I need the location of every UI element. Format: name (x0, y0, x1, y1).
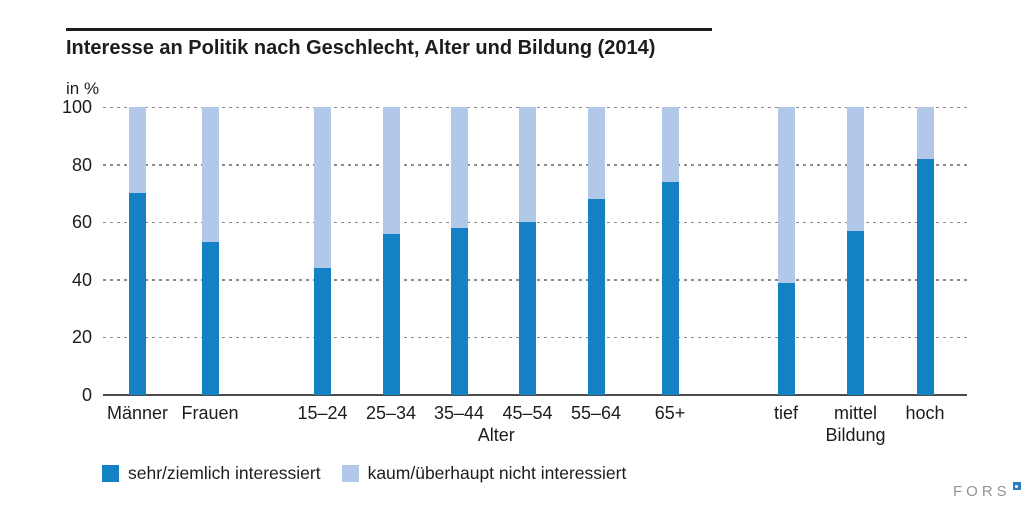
bar-segment-interested (661, 181, 679, 395)
x-tick-label-Frauen: Frauen (181, 403, 239, 423)
bar-segment-interested (587, 199, 605, 395)
bar-segment-interested (777, 282, 795, 395)
bar-segment-not-interested (382, 107, 400, 234)
chart-title: Interesse an Politik nach Geschlecht, Al… (66, 37, 656, 59)
bar-segment-interested (201, 242, 219, 395)
y-tick-label-60: 60 (71, 212, 92, 233)
x-tick-label-65+: 65+ (654, 403, 686, 423)
x-tick-label-25–34: 25–34 (365, 403, 417, 423)
bar-segment-interested (847, 230, 864, 395)
legend-item-not-interested: kaum/überhaupt nicht interessiert (341, 463, 627, 484)
x-tick-label-45–54: 45–54 (502, 403, 553, 423)
bar-segment-interested (314, 268, 331, 395)
title-rule (66, 28, 712, 31)
bar-55–64 (587, 107, 605, 395)
bar-Männer (129, 107, 146, 395)
legend-label-not-interested: kaum/überhaupt nicht interessiert (367, 463, 627, 483)
bar-segment-interested (129, 193, 146, 395)
bar-25–34 (382, 107, 400, 395)
fors-logo-text: FORS (953, 483, 1011, 500)
bar-segment-interested (450, 227, 468, 395)
x-tick-label-15–24: 15–24 (297, 403, 348, 423)
bar-segment-not-interested (777, 107, 795, 283)
x-tick-label-35–44: 35–44 (433, 403, 485, 423)
bar-segment-not-interested (661, 107, 679, 182)
bar-35–44 (450, 107, 468, 395)
y-tick-label-100: 100 (61, 97, 92, 117)
bar-15–24 (314, 107, 331, 395)
bar-segment-interested (916, 158, 934, 395)
plot-area: 0 20 40 60 80 100 Männer Frauen 15–24 25–34 35–44 4… (62, 98, 967, 445)
x-tick-label-mittel: mittel (833, 403, 878, 423)
bar-segment-not-interested (450, 107, 468, 228)
bar-segment-not-interested (847, 107, 864, 231)
legend-item-interested: sehr/ziemlich interessiert (102, 463, 321, 484)
x-tick-label-55–64: 55–64 (570, 403, 622, 423)
y-tick-label-80: 80 (71, 154, 92, 175)
bar-segment-not-interested (201, 107, 219, 243)
bar-segment-not-interested (916, 107, 934, 159)
group-label-Bildung: Bildung (825, 425, 886, 445)
bar-segment-not-interested (129, 107, 146, 194)
legend-swatch-interested (102, 465, 119, 482)
legend-swatch-not-interested (341, 465, 359, 482)
fors-logo-mark-icon (1012, 482, 1021, 490)
y-tick-label-20: 20 (71, 327, 92, 348)
y-axis-unit-label: in % (66, 79, 100, 98)
y-tick-label-0: 0 (81, 385, 92, 405)
x-tick-label-Männer: Männer (106, 403, 169, 423)
bar-segment-not-interested (314, 107, 331, 269)
legend-label-interested: sehr/ziemlich interessiert (128, 463, 321, 483)
bar-mittel (847, 107, 864, 395)
bar-hoch (916, 107, 934, 395)
fors-logo: FORS (953, 482, 1021, 500)
x-tick-label-tief: tief (773, 403, 799, 423)
bar-65+ (661, 107, 679, 395)
legend: sehr/ziemlich interessiert kaum/überhaup… (102, 463, 626, 484)
bar-segment-not-interested (519, 107, 536, 223)
y-tick-label-40: 40 (71, 269, 92, 290)
group-label-Alter: Alter (477, 425, 515, 445)
bar-Frauen (201, 107, 219, 395)
bar-segment-interested (382, 233, 400, 395)
bar-segment-interested (519, 222, 536, 395)
bar-segment-not-interested (587, 107, 605, 200)
x-tick-label-hoch: hoch (905, 403, 945, 423)
bar-45–54 (519, 107, 536, 395)
bar-tief (777, 107, 795, 395)
